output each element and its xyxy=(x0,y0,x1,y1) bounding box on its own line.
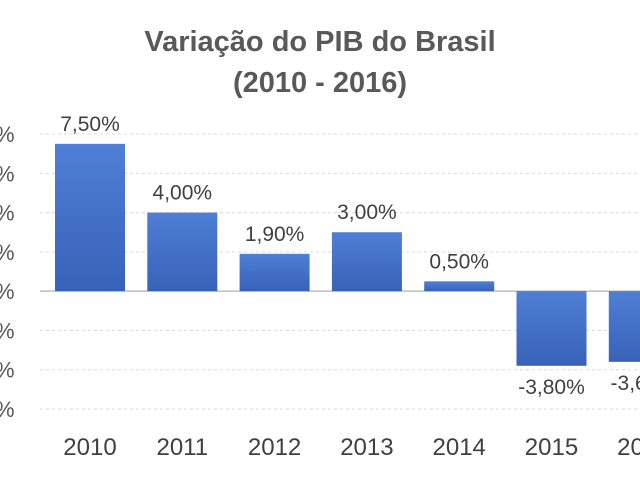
data-label: 1,90% xyxy=(245,223,305,246)
chart-subtitle: (2010 - 2016) xyxy=(232,67,408,99)
bar xyxy=(331,232,402,292)
category-label: 2010 xyxy=(63,434,116,461)
bar xyxy=(55,143,125,292)
y-tick-label: % xyxy=(0,397,15,422)
data-label: -3,60% xyxy=(611,372,640,395)
y-axis-ticks: %%%%%%%% xyxy=(0,122,15,422)
x-axis-categories: 2010 2011 2012 2013 2014 2015 2016 xyxy=(63,434,640,461)
y-tick-label: % xyxy=(0,318,15,343)
category-label: 2011 xyxy=(156,434,208,461)
category-label: 2014 xyxy=(433,434,486,461)
category-label: 2015 xyxy=(525,434,578,461)
category-label: 2013 xyxy=(340,434,393,461)
data-label: -3,80% xyxy=(518,376,585,399)
data-label: 4,00% xyxy=(153,182,213,205)
data-label: 3,00% xyxy=(337,201,397,224)
y-tick-label: % xyxy=(0,161,15,186)
bar xyxy=(516,291,587,366)
chart-title: Variação do PIB do Brasil (2010 - 2016) xyxy=(0,22,640,104)
category-label: 2012 xyxy=(248,434,301,461)
data-labels: 7,50% 4,00% 1,90% 3,00% 0,50% -3,80% -3,60% xyxy=(60,113,640,399)
data-label: 0,50% xyxy=(429,250,489,273)
bar xyxy=(147,212,218,292)
bar xyxy=(608,291,640,362)
data-label: 7,50% xyxy=(60,113,120,136)
y-tick-label: % xyxy=(0,122,15,147)
bar xyxy=(239,253,310,292)
y-tick-label: % xyxy=(0,240,15,265)
chart-title-line: Variação do PIB do Brasil xyxy=(144,26,496,58)
category-label: 2016 xyxy=(617,434,640,461)
y-tick-label: % xyxy=(0,358,15,383)
bars xyxy=(55,143,640,366)
y-tick-label: % xyxy=(0,201,15,226)
bar xyxy=(424,281,495,292)
y-tick-label: % xyxy=(0,279,15,304)
